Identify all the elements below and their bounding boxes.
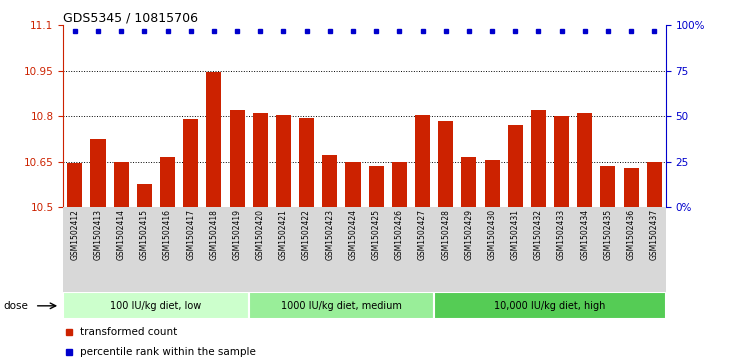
Bar <box>438 121 453 207</box>
Bar <box>573 207 597 299</box>
Bar <box>160 157 175 207</box>
Bar <box>299 118 314 207</box>
Text: GSM1502435: GSM1502435 <box>603 209 612 260</box>
Bar <box>365 207 388 299</box>
Text: GSM1502422: GSM1502422 <box>302 209 311 260</box>
Bar <box>643 207 666 299</box>
Bar <box>434 207 458 299</box>
Bar <box>527 207 550 299</box>
Bar <box>577 113 592 207</box>
Bar <box>156 207 179 299</box>
Text: GSM1502419: GSM1502419 <box>233 209 242 260</box>
Bar <box>114 162 129 207</box>
Bar <box>504 207 527 299</box>
Text: GSM1502433: GSM1502433 <box>557 209 566 260</box>
Bar <box>620 207 643 299</box>
Text: percentile rank within the sample: percentile rank within the sample <box>80 347 256 357</box>
Text: GSM1502425: GSM1502425 <box>372 209 381 260</box>
Text: GSM1502421: GSM1502421 <box>279 209 288 260</box>
Text: GSM1502426: GSM1502426 <box>395 209 404 260</box>
Bar <box>434 292 666 319</box>
Text: GSM1502427: GSM1502427 <box>418 209 427 260</box>
Bar <box>507 125 523 207</box>
Bar <box>272 207 295 299</box>
Bar <box>63 207 86 299</box>
Text: GSM1502423: GSM1502423 <box>325 209 334 260</box>
Bar <box>67 163 83 207</box>
Text: GSM1502412: GSM1502412 <box>71 209 80 260</box>
Bar <box>388 207 411 299</box>
Bar <box>109 207 132 299</box>
Text: 1000 IU/kg diet, medium: 1000 IU/kg diet, medium <box>281 301 402 311</box>
Bar <box>137 184 152 207</box>
Bar <box>392 162 407 207</box>
Text: GSM1502431: GSM1502431 <box>510 209 520 260</box>
Bar <box>183 119 198 207</box>
Text: GSM1502430: GSM1502430 <box>487 209 496 260</box>
Text: GSM1502429: GSM1502429 <box>464 209 473 260</box>
Text: GSM1502417: GSM1502417 <box>186 209 195 260</box>
Bar <box>225 207 248 299</box>
Bar <box>600 166 615 207</box>
Bar <box>550 207 573 299</box>
Text: dose: dose <box>3 301 28 311</box>
Text: GSM1502424: GSM1502424 <box>348 209 357 260</box>
Bar <box>91 139 106 207</box>
Bar <box>248 207 272 299</box>
Bar <box>345 162 361 207</box>
Bar <box>341 207 365 299</box>
Bar <box>411 207 434 299</box>
Bar <box>322 155 337 207</box>
Bar <box>132 207 156 299</box>
Bar <box>276 115 291 207</box>
Text: GSM1502432: GSM1502432 <box>534 209 543 260</box>
Text: GSM1502418: GSM1502418 <box>209 209 219 260</box>
Bar <box>458 207 481 299</box>
Bar <box>531 110 546 207</box>
Text: GSM1502414: GSM1502414 <box>117 209 126 260</box>
Text: GSM1502415: GSM1502415 <box>140 209 149 260</box>
Text: GDS5345 / 10815706: GDS5345 / 10815706 <box>63 11 198 24</box>
Bar <box>415 115 430 207</box>
Text: 100 IU/kg diet, low: 100 IU/kg diet, low <box>110 301 202 311</box>
Bar <box>179 207 202 299</box>
Bar <box>647 162 662 207</box>
Bar <box>202 207 225 299</box>
Bar <box>253 113 268 207</box>
Bar <box>86 207 109 299</box>
Bar <box>318 207 341 299</box>
Bar <box>295 207 318 299</box>
Bar <box>484 160 499 207</box>
Bar <box>368 166 384 207</box>
Text: GSM1502413: GSM1502413 <box>94 209 103 260</box>
Bar <box>623 168 638 207</box>
Bar <box>597 207 620 299</box>
Bar <box>554 116 569 207</box>
Text: GSM1502434: GSM1502434 <box>580 209 589 260</box>
Text: GSM1502436: GSM1502436 <box>626 209 635 260</box>
Bar <box>248 292 434 319</box>
Bar <box>481 207 504 299</box>
Text: 10,000 IU/kg diet, high: 10,000 IU/kg diet, high <box>494 301 606 311</box>
Bar <box>206 72 222 207</box>
Text: GSM1502437: GSM1502437 <box>650 209 658 260</box>
Text: transformed count: transformed count <box>80 327 177 337</box>
Bar <box>63 292 248 319</box>
Text: GSM1502416: GSM1502416 <box>163 209 172 260</box>
Text: GSM1502428: GSM1502428 <box>441 209 450 260</box>
Bar <box>461 157 476 207</box>
Text: GSM1502420: GSM1502420 <box>256 209 265 260</box>
Bar <box>230 110 245 207</box>
